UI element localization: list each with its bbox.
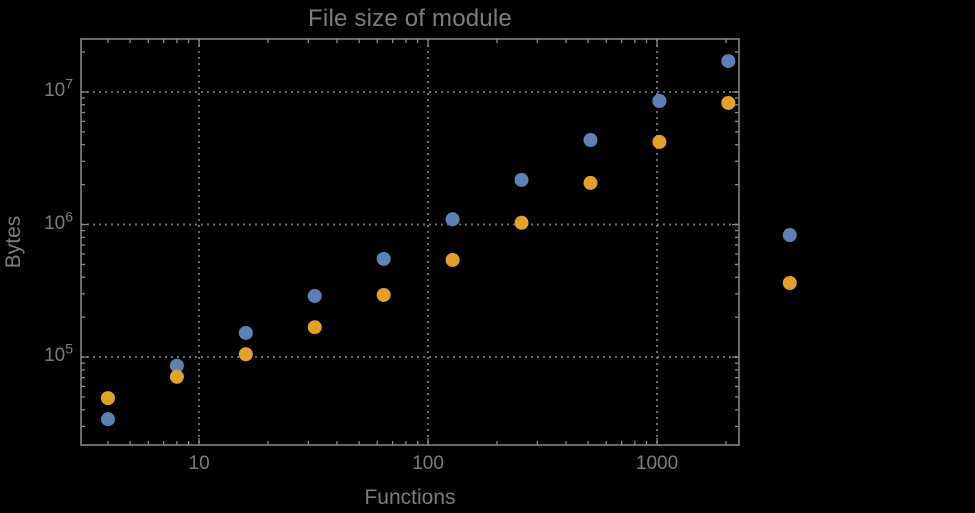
- blue-series-point: [514, 172, 529, 187]
- chart-title: File size of module: [308, 5, 512, 32]
- blue-series-point: [307, 288, 322, 303]
- blue-series-point: [721, 54, 736, 69]
- orange-series-point: [652, 134, 667, 149]
- blue-series-point: [376, 251, 391, 266]
- orange-series-point: [169, 369, 184, 384]
- blue-series-point: [100, 412, 115, 427]
- orange-series-point: [721, 95, 736, 110]
- blue-series-point: [169, 358, 184, 373]
- y-tick-label: 106: [44, 208, 73, 234]
- orange-series-point: [307, 320, 322, 335]
- orange-series-point: [100, 391, 115, 406]
- x-tick-label: 10: [188, 453, 210, 474]
- x-tick-label: 1000: [635, 453, 679, 474]
- orange-series-point: [782, 276, 797, 291]
- blue-series-point: [238, 325, 253, 340]
- x-axis-label: Functions: [364, 486, 456, 509]
- y-axis-label: Bytes: [2, 215, 25, 269]
- blue-series-point: [445, 212, 460, 227]
- plot-frame: [80, 38, 740, 446]
- x-tick-label: 100: [412, 453, 444, 474]
- blue-series-point: [583, 133, 598, 148]
- orange-series-point: [583, 175, 598, 190]
- orange-series-point: [238, 347, 253, 362]
- y-tick-label: 107: [44, 75, 73, 101]
- blue-series-point: [652, 93, 667, 108]
- orange-series-point: [514, 215, 529, 230]
- y-tick-label: 105: [44, 340, 73, 367]
- blue-series-point: [782, 228, 797, 243]
- orange-series-point: [376, 287, 391, 302]
- orange-series-point: [445, 252, 460, 267]
